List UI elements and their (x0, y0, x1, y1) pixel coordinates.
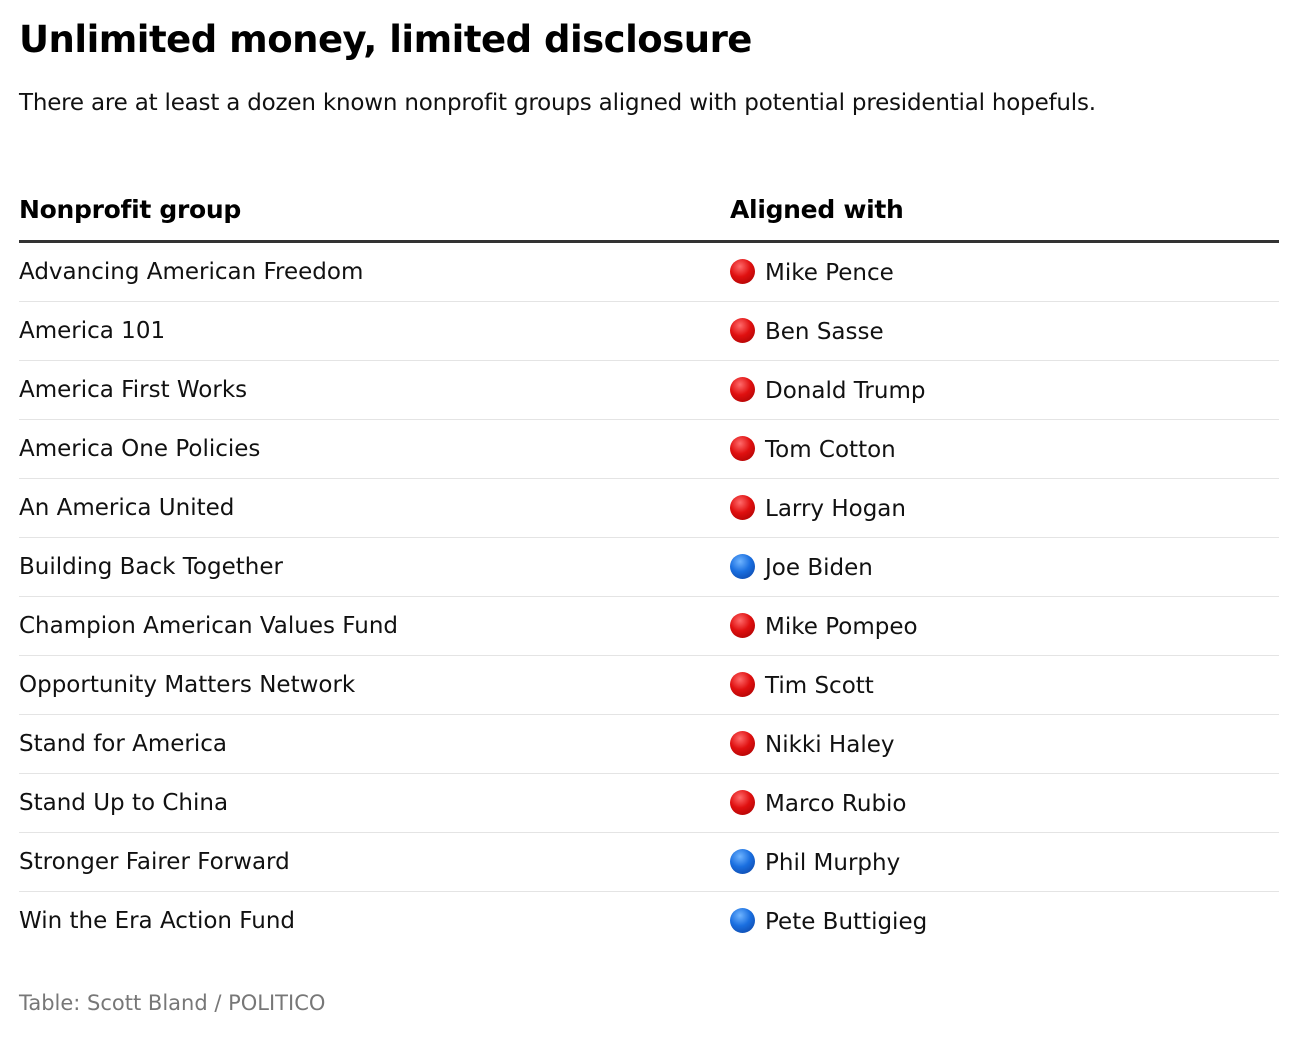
nonprofit-table: Nonprofit group Aligned with Advancing A… (19, 178, 1279, 950)
group-name-cell: Champion American Values Fund (19, 596, 730, 656)
aligned-with-cell: Mike Pence (730, 241, 1279, 302)
group-name-cell: America One Policies (19, 419, 730, 479)
chart-subtitle: There are at least a dozen known nonprof… (19, 90, 1096, 116)
red-circle-icon (730, 435, 755, 461)
aligned-with-cell: Ben Sasse (730, 301, 1279, 361)
politician-name: Phil Murphy (765, 849, 901, 876)
red-circle-icon (730, 317, 755, 343)
politician-name: Nikki Haley (765, 731, 895, 758)
table-row: Win the Era Action Fund Pete Buttigieg (19, 892, 1279, 951)
aligned-with-cell: Pete Buttigieg (730, 892, 1279, 951)
blue-circle-icon (730, 553, 755, 579)
politician-name: Mike Pompeo (765, 613, 918, 640)
source-credit: Table: Scott Bland / POLITICO (19, 991, 326, 1015)
red-circle-icon (730, 612, 755, 638)
table-row: An America United Larry Hogan (19, 478, 1279, 538)
politician-name: Joe Biden (765, 554, 873, 581)
red-circle-icon (730, 494, 755, 520)
group-name-cell: America 101 (19, 301, 730, 361)
politician-name: Larry Hogan (765, 495, 906, 522)
red-circle-icon (730, 258, 755, 284)
aligned-with-cell: Mike Pompeo (730, 596, 1279, 656)
aligned-with-cell: Tom Cotton (730, 419, 1279, 479)
group-name-cell: An America United (19, 478, 730, 538)
table-row: Stronger Fairer Forward Phil Murphy (19, 832, 1279, 892)
red-circle-icon (730, 789, 755, 815)
red-circle-icon (730, 671, 755, 697)
table-row: Opportunity Matters Network Tim Scott (19, 655, 1279, 715)
politician-name: Ben Sasse (765, 318, 884, 345)
table-row: America 101 Ben Sasse (19, 301, 1279, 361)
group-name-cell: Stand for America (19, 714, 730, 774)
aligned-with-cell: Phil Murphy (730, 832, 1279, 892)
politician-name: Donald Trump (765, 377, 926, 404)
group-name-cell: Advancing American Freedom (19, 241, 730, 302)
table-row: Advancing American Freedom Mike Pence (19, 241, 1279, 302)
aligned-with-cell: Nikki Haley (730, 714, 1279, 774)
table-row: Champion American Values Fund Mike Pompeo (19, 596, 1279, 656)
group-name-cell: Opportunity Matters Network (19, 655, 730, 715)
blue-circle-icon (730, 907, 755, 933)
red-circle-icon (730, 376, 755, 402)
table-body: Advancing American Freedom Mike Pence Amer… (19, 241, 1279, 951)
blue-circle-icon (730, 848, 755, 874)
group-name-cell: Building Back Together (19, 537, 730, 597)
chart-title: Unlimited money, limited disclosure (19, 18, 752, 61)
column-header-aligned[interactable]: Aligned with (730, 178, 1279, 243)
table-header-row: Nonprofit group Aligned with (19, 178, 1279, 243)
politician-name: Tim Scott (765, 672, 874, 699)
group-name-cell: Win the Era Action Fund (19, 908, 296, 934)
table-row: America First Works Donald Trump (19, 360, 1279, 420)
politician-name: Marco Rubio (765, 790, 907, 817)
group-name-cell: Stand Up to China (19, 773, 730, 833)
politician-name: Pete Buttigieg (765, 908, 928, 935)
politician-name: Mike Pence (765, 259, 894, 286)
aligned-with-cell: Marco Rubio (730, 773, 1279, 833)
group-name-cell: America First Works (19, 360, 730, 420)
politician-name: Tom Cotton (765, 436, 896, 463)
table-row: Stand for America Nikki Haley (19, 714, 1279, 774)
table-row: America One Policies Tom Cotton (19, 419, 1279, 479)
aligned-with-cell: Tim Scott (730, 655, 1279, 715)
table-row: Building Back Together Joe Biden (19, 537, 1279, 597)
table-row: Stand Up to China Marco Rubio (19, 773, 1279, 833)
column-header-group[interactable]: Nonprofit group (19, 178, 730, 243)
aligned-with-cell: Joe Biden (730, 537, 1279, 597)
red-circle-icon (730, 730, 755, 756)
group-name-cell: Stronger Fairer Forward (19, 832, 730, 892)
aligned-with-cell: Larry Hogan (730, 478, 1279, 538)
aligned-with-cell: Donald Trump (730, 360, 1279, 420)
